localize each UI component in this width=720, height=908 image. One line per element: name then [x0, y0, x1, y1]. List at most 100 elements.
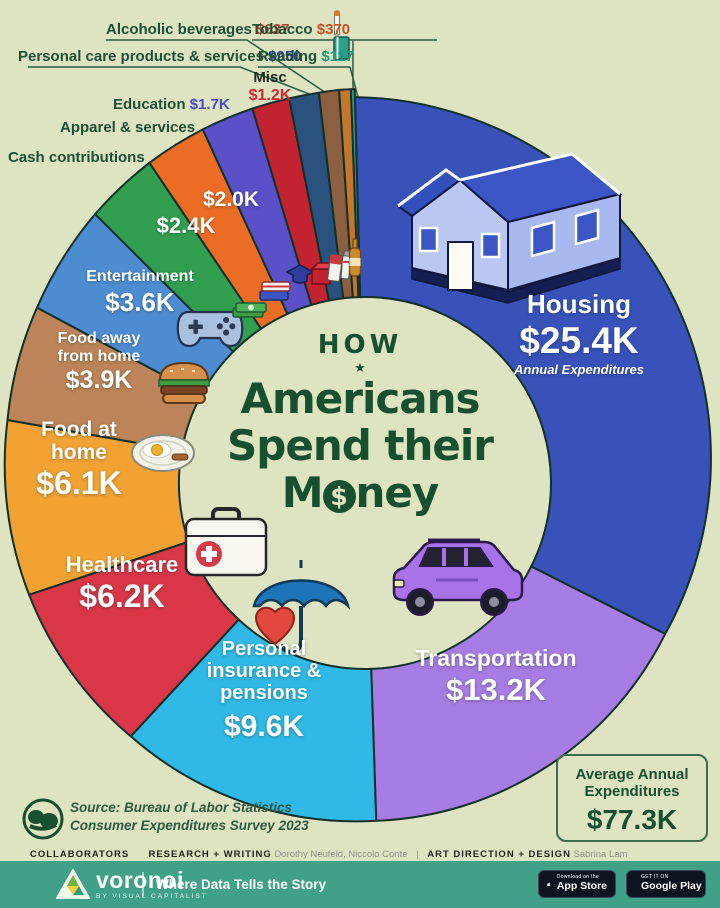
label-alcoholic-beverages-name: Alcoholic beverages — [106, 21, 252, 38]
app-store-badge[interactable]: Download on the App Store — [538, 870, 616, 898]
collaborators-heading: COLLABORATORS — [30, 849, 130, 860]
wedge-label-transportation: Transportation $13.2K — [398, 645, 594, 708]
label-tobacco: Tobacco $370 — [252, 21, 350, 38]
voronoi-brand-sub: BY VISUAL CAPITALIST — [96, 893, 208, 900]
wedge-label-food-at-home-value: $6.1K — [36, 465, 122, 502]
google-play-bottom-text: Google Play — [641, 879, 702, 892]
beer-bottle-icon — [348, 238, 362, 277]
cigarette-pack-icon — [327, 254, 343, 282]
google-play-top-text: GET IT ON — [641, 874, 669, 881]
app-store-badge-text: Download on the App Store — [557, 875, 607, 892]
wedge-value-cash: $2.4K — [150, 212, 222, 238]
footer-bar: voronoi BY VISUAL CAPITALIST Where Data … — [0, 861, 720, 908]
leader-line-alcoholic-beverages — [106, 39, 339, 102]
label-education: Education $1.7K — [113, 96, 230, 113]
house-icon — [396, 152, 623, 304]
dollar-coin-icon: $ — [322, 480, 356, 514]
source-logo-icon — [22, 798, 64, 840]
wedge-label-transportation-name: Transportation — [415, 645, 577, 671]
collaborators-separator: | — [416, 849, 419, 860]
voronoi-brand[interactable]: voronoi BY VISUAL CAPITALIST — [96, 868, 208, 900]
label-personal-care: Personal care products & services $950 — [18, 48, 302, 65]
title-how: HOW — [317, 330, 403, 360]
apple-icon — [547, 881, 551, 886]
label-cash-contributions: Cash contributions — [8, 149, 145, 166]
book-icon — [333, 36, 350, 60]
footer-tagline: Where Data Tells the Story — [156, 877, 327, 892]
collaborators-row: COLLABORATORS RESEARCH + WRITING Dorothy… — [30, 849, 627, 860]
wedge-label-healthcare-name: Healthcare — [65, 552, 179, 577]
game-controller-icon — [176, 310, 244, 348]
leader-line-personal-care — [28, 66, 328, 102]
collaborators-design-label: ART DIRECTION + DESIGN — [427, 849, 571, 860]
wedge-label-food-away-value: $3.9K — [65, 366, 133, 395]
toothpaste-tube-icon — [340, 250, 352, 280]
burger-icon — [158, 361, 210, 404]
wedge-label-housing-note: Annual Expenditures — [513, 362, 645, 378]
summary-line1: Average Annual — [575, 766, 689, 783]
wedge-label-insurance: Personal insurance & pensions $9.6K — [196, 638, 332, 743]
wedge-label-insurance-name: Personal insurance & pensions — [206, 638, 322, 704]
wedge-label-transportation-value: $13.2K — [446, 672, 546, 708]
wedge-label-entertainment-name: Entertainment — [86, 268, 194, 285]
wedge-label-housing-name: Housing — [527, 289, 631, 319]
label-reading-value: $117 — [321, 48, 354, 65]
cigarette-icon — [334, 10, 340, 36]
wedge-label-food-away-name: Food away from home — [57, 330, 141, 365]
source-line2: Consumer Expenditures Survey 2023 — [70, 817, 309, 833]
wedge-value-apparel-text: $2.0K — [202, 188, 260, 211]
label-reading: Reading $117 — [258, 48, 354, 65]
cash-bills-icon — [232, 302, 267, 318]
label-misc-name: Misc — [253, 69, 287, 86]
label-education-value: $1.7K — [189, 96, 230, 113]
label-reading-name: Reading — [258, 48, 318, 65]
app-store-bottom-text: App Store — [556, 879, 607, 892]
label-tobacco-name: Tobacco — [252, 21, 313, 38]
wedge-label-housing-value: $25.4K — [519, 319, 639, 361]
wedge-value-apparel: $2.0K — [196, 186, 266, 211]
label-personal-care-name: Personal care products & services — [18, 48, 264, 65]
label-misc: Misc $1.2K — [240, 69, 300, 104]
car-icon — [392, 538, 524, 616]
source-text: Source: Bureau of Labor Statistics Consu… — [70, 799, 309, 834]
graduation-cap-icon — [286, 264, 314, 284]
wedge-label-entertainment-value: $3.6K — [105, 286, 175, 317]
label-apparel-name: Apparel & services — [60, 119, 196, 136]
label-education-name: Education — [113, 96, 186, 113]
label-alcoholic-beverages-value: $637 — [256, 21, 290, 38]
label-apparel: Apparel & services — [60, 119, 195, 136]
app-store-top-text: Download on the — [556, 874, 599, 881]
leader-lines — [28, 39, 437, 102]
title-line-spend: Spend their — [227, 421, 494, 471]
leader-line-reading — [258, 66, 360, 102]
label-tobacco-value: $370 — [316, 21, 351, 38]
google-play-badge[interactable]: GET IT ON Google Play — [626, 870, 706, 898]
breakfast-plate-icon — [131, 434, 195, 472]
wedge-label-healthcare-value: $6.2K — [79, 578, 165, 615]
wedge-label-housing: Housing $25.4K Annual Expenditures — [494, 290, 664, 378]
wedge-reading — [349, 88, 362, 299]
first-aid-kit-icon — [184, 507, 268, 577]
folded-clothes-icon — [259, 281, 291, 301]
wedge-value-cash-text: $2.4K — [156, 213, 216, 238]
voronoi-logo-icon[interactable] — [56, 869, 90, 900]
wedge-label-food-at-home: Food at home $6.1K — [24, 418, 134, 501]
wedge-healthcare — [28, 540, 240, 738]
label-cash-contributions-name: Cash contributions — [8, 149, 145, 166]
google-play-badge-text: GET IT ON Google Play — [641, 875, 702, 892]
wedge-label-entertainment: Entertainment $3.6K — [84, 268, 196, 316]
wedge-label-food-away: Food away from home $3.9K — [48, 330, 150, 395]
title-line-americans: Americans — [240, 374, 480, 423]
label-misc-value: $1.2K — [248, 86, 292, 104]
footer-divider — [142, 872, 144, 897]
star-icon: ★ — [354, 361, 366, 376]
summary-value: $77.3K — [586, 803, 678, 835]
voronoi-brand-name: voronoi — [96, 867, 184, 893]
page-title: HOW ★ Americans Spend their M $ ney — [205, 330, 515, 516]
collaborators-design-name: Sabrina Lam — [573, 849, 628, 860]
title-line-money: M $ ney — [281, 468, 440, 518]
wedge-transportation — [370, 565, 667, 822]
summary-line2: Expenditures — [584, 783, 680, 801]
wedge-label-food-at-home-name: Food at home — [41, 418, 117, 465]
